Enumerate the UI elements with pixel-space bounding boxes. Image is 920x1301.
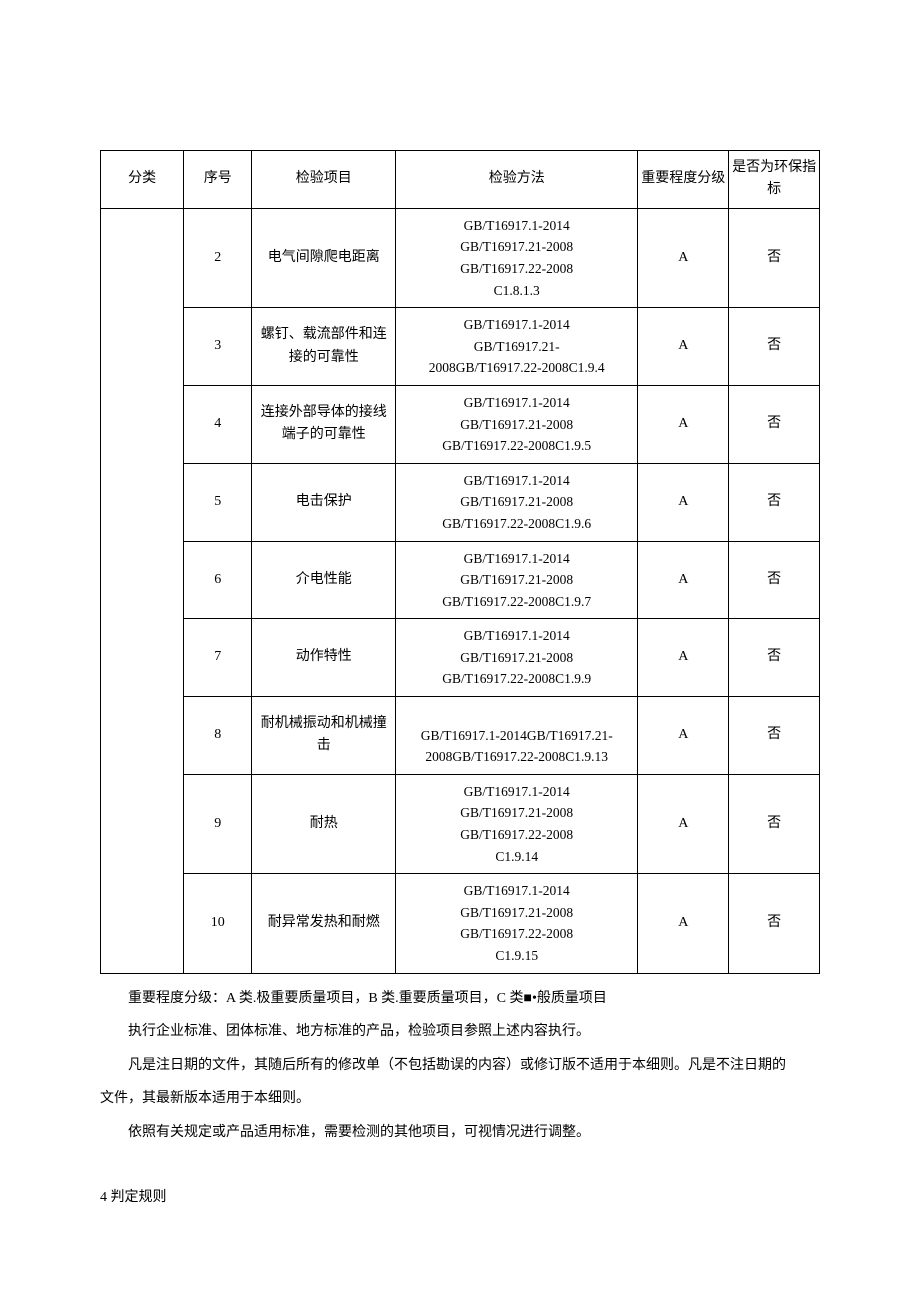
cell-method: GB/T16917.1-2014GB/T16917.21-2008GB/T169… — [396, 619, 638, 697]
table-row: 10耐异常发热和耐燃GB/T16917.1-2014GB/T16917.21-2… — [101, 874, 820, 973]
cell-item: 耐热 — [252, 774, 396, 873]
header-importance: 重要程度分级 — [638, 151, 729, 209]
cell-seq: 6 — [184, 541, 252, 619]
notes-block: 重要程度分级：A 类.极重要质量项目，B 类.重要质量项目，C 类■•般质量项目… — [100, 982, 820, 1150]
note-line-3: 凡是注日期的文件，其随后所有的修改单（不包括勘误的内容）或修订版不适用于本细则。… — [100, 1049, 820, 1083]
table-row: 4连接外部导体的接线端子的可靠性GB/T16917.1-2014GB/T1691… — [101, 385, 820, 463]
cell-importance: A — [638, 308, 729, 386]
section-heading: 4 判定规则 — [100, 1186, 820, 1206]
header-method: 检验方法 — [396, 151, 638, 209]
cell-method: GB/T16917.1-2014GB/T16917.21-2008GB/T169… — [396, 463, 638, 541]
header-seq: 序号 — [184, 151, 252, 209]
cell-seq: 4 — [184, 385, 252, 463]
cell-seq: 8 — [184, 697, 252, 775]
table-row: 2电气间隙爬电距离GB/T16917.1-2014GB/T16917.21-20… — [101, 208, 820, 307]
cell-seq: 3 — [184, 308, 252, 386]
cell-env: 否 — [729, 208, 820, 307]
inspection-table: 分类 序号 检验项目 检验方法 重要程度分级 是否为环保指标 2电气间隙爬电距离… — [100, 150, 820, 974]
cell-item: 电击保护 — [252, 463, 396, 541]
cell-method: GB/T16917.1-2014GB/T16917.21-2008GB/T169… — [396, 208, 638, 307]
header-item: 检验项目 — [252, 151, 396, 209]
cell-method: GB/T16917.1-2014GB/T16917.21-2008GB/T169… — [396, 874, 638, 973]
cell-importance: A — [638, 697, 729, 775]
cell-importance: A — [638, 541, 729, 619]
cell-env: 否 — [729, 463, 820, 541]
note-line-4: 依照有关规定或产品适用标准，需要检测的其他项目，可视情况进行调整。 — [100, 1116, 820, 1150]
cell-importance: A — [638, 619, 729, 697]
table-row: 5电击保护GB/T16917.1-2014GB/T16917.21-2008GB… — [101, 463, 820, 541]
cell-env: 否 — [729, 697, 820, 775]
cell-seq: 2 — [184, 208, 252, 307]
cell-env: 否 — [729, 619, 820, 697]
cell-seq: 10 — [184, 874, 252, 973]
cell-method: GB/T16917.1-2014GB/T16917.21-2008GB/T169… — [396, 385, 638, 463]
cell-env: 否 — [729, 874, 820, 973]
cell-env: 否 — [729, 308, 820, 386]
cell-importance: A — [638, 874, 729, 973]
table-body: 2电气间隙爬电距离GB/T16917.1-2014GB/T16917.21-20… — [101, 208, 820, 973]
cell-method: GB/T16917.1-2014GB/T16917.21-2008GB/T169… — [396, 774, 638, 873]
table-row: 8耐机械振动和机械撞击GB/T16917.1-2014GB/T16917.21-… — [101, 697, 820, 775]
header-env: 是否为环保指标 — [729, 151, 820, 209]
cell-seq: 9 — [184, 774, 252, 873]
note-line-2: 执行企业标准、团体标准、地方标准的产品，检验项目参照上述内容执行。 — [100, 1015, 820, 1049]
note-line-3b: 文件，其最新版本适用于本细则。 — [100, 1082, 820, 1116]
table-row: 9耐热GB/T16917.1-2014GB/T16917.21-2008GB/T… — [101, 774, 820, 873]
cell-importance: A — [638, 385, 729, 463]
table-header-row: 分类 序号 检验项目 检验方法 重要程度分级 是否为环保指标 — [101, 151, 820, 209]
cell-method: GB/T16917.1-2014GB/T16917.21-2008GB/T169… — [396, 308, 638, 386]
cell-seq: 5 — [184, 463, 252, 541]
cell-item: 电气间隙爬电距离 — [252, 208, 396, 307]
cell-importance: A — [638, 463, 729, 541]
cell-item: 连接外部导体的接线端子的可靠性 — [252, 385, 396, 463]
table-row: 7动作特性GB/T16917.1-2014GB/T16917.21-2008GB… — [101, 619, 820, 697]
cell-method: GB/T16917.1-2014GB/T16917.21-2008GB/T169… — [396, 541, 638, 619]
cell-method: GB/T16917.1-2014GB/T16917.21-2008GB/T169… — [396, 697, 638, 775]
table-row: 6介电性能GB/T16917.1-2014GB/T16917.21-2008GB… — [101, 541, 820, 619]
cell-env: 否 — [729, 385, 820, 463]
header-category: 分类 — [101, 151, 184, 209]
note-line-1: 重要程度分级：A 类.极重要质量项目，B 类.重要质量项目，C 类■•般质量项目 — [100, 982, 820, 1016]
cell-importance: A — [638, 208, 729, 307]
cell-item: 介电性能 — [252, 541, 396, 619]
cell-importance: A — [638, 774, 729, 873]
cell-seq: 7 — [184, 619, 252, 697]
cell-category — [101, 208, 184, 973]
table-row: 3螺钉、载流部件和连接的可靠性GB/T16917.1-2014GB/T16917… — [101, 308, 820, 386]
cell-item: 螺钉、载流部件和连接的可靠性 — [252, 308, 396, 386]
cell-item: 耐机械振动和机械撞击 — [252, 697, 396, 775]
cell-item: 耐异常发热和耐燃 — [252, 874, 396, 973]
cell-env: 否 — [729, 774, 820, 873]
cell-env: 否 — [729, 541, 820, 619]
cell-item: 动作特性 — [252, 619, 396, 697]
